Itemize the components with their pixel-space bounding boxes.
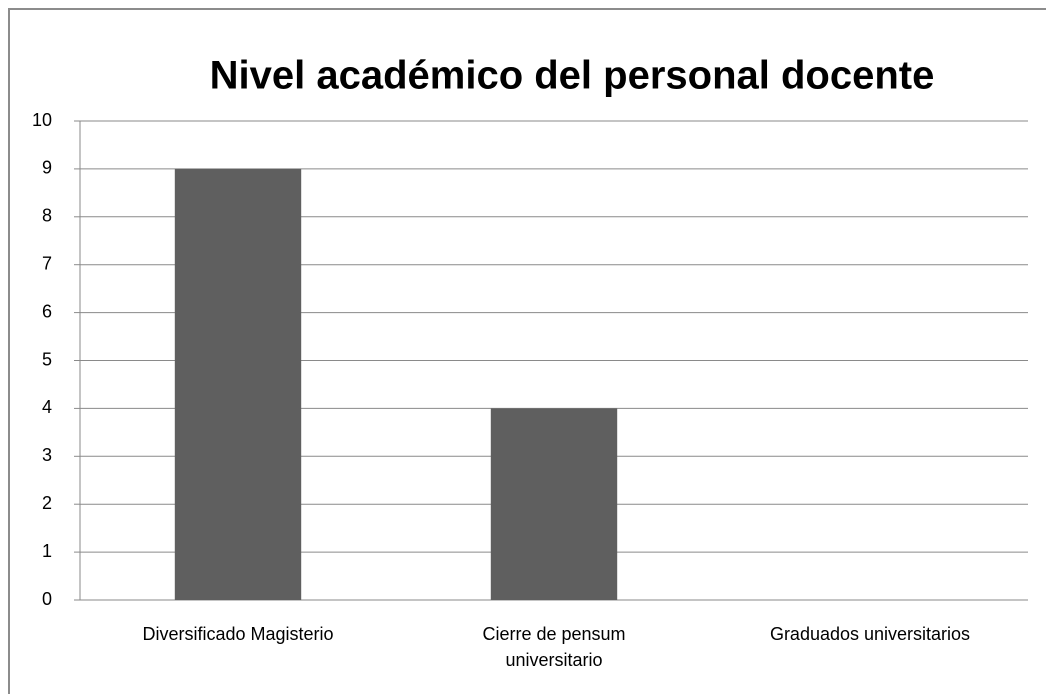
- bar: [490, 408, 618, 600]
- x-tick-label: Diversificado Magisterio: [142, 624, 334, 644]
- y-tick-label: 0: [42, 589, 52, 609]
- x-tick-label: Graduados universitarios: [769, 624, 971, 644]
- y-tick-label: 7: [42, 253, 52, 273]
- y-tick-label: 8: [42, 206, 52, 226]
- y-tick-label: 5: [42, 349, 52, 369]
- y-tick-label: 2: [42, 493, 52, 513]
- bar: [174, 168, 302, 600]
- y-tick-label: 6: [42, 301, 52, 321]
- y-tick-label: 4: [42, 397, 52, 417]
- y-tick-label: 9: [42, 158, 52, 178]
- y-tick-label: 10: [32, 110, 52, 130]
- x-tick-label: Cierre de pensum universitario: [482, 624, 626, 670]
- y-tick-label: 3: [42, 445, 52, 465]
- chart-title: Nivel académico del personal docente: [210, 54, 935, 98]
- y-tick-label: 1: [42, 541, 52, 561]
